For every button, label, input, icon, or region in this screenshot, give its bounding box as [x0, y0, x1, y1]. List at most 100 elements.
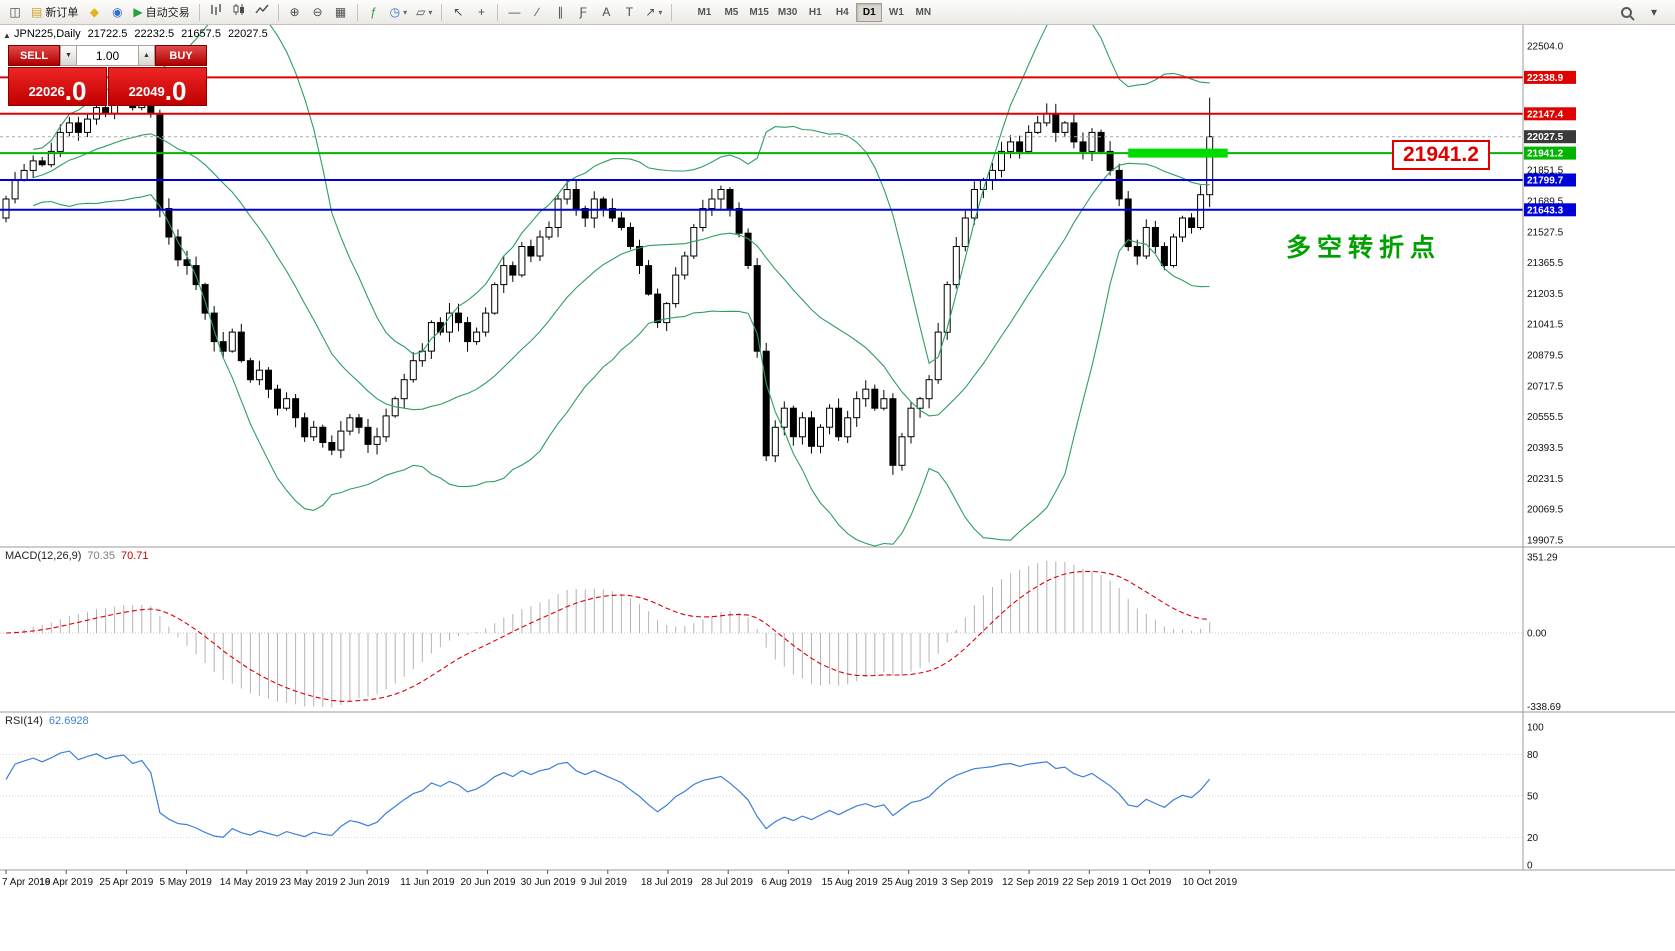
svg-text:2 Jun 2019: 2 Jun 2019	[340, 877, 390, 888]
sell-price-int: 22026	[28, 84, 65, 99]
buy-button[interactable]: BUY	[155, 45, 207, 66]
pivot-price-label[interactable]: 21941.2	[1392, 140, 1490, 170]
cursor-icon: ↖	[453, 5, 464, 19]
ohlc-close: 22027.5	[227, 28, 268, 40]
svg-text:19907.5: 19907.5	[1527, 536, 1564, 547]
volume-input[interactable]	[77, 45, 138, 66]
templates-icon[interactable]: ▱ ▾	[412, 2, 436, 22]
rsi-panel	[0, 750, 1523, 838]
price-label-box-21799.7	[1524, 173, 1576, 187]
indicators-icon[interactable]: ƒ	[363, 2, 385, 22]
crosshair-icon[interactable]: +	[470, 2, 492, 22]
volume-decrease-button[interactable]: ▼	[60, 45, 77, 66]
tf-button-M15[interactable]: M15	[749, 6, 769, 18]
new-chart-icon[interactable]: ◫	[4, 2, 26, 22]
sell-price-button[interactable]: 22026 .0	[8, 67, 107, 106]
templates-icon: ▱	[416, 5, 426, 19]
macd-main-value: 70.35	[87, 550, 115, 562]
timeframe-toolbar: M1 M5 M15 M30 H1 H4 D1 W1 MN	[691, 2, 936, 22]
equidistant-channel-icon[interactable]: ∥	[549, 2, 571, 22]
rsi-line	[5, 750, 1211, 838]
text-icon[interactable]: A	[595, 2, 617, 22]
tf-button-MN[interactable]: MN	[915, 6, 932, 18]
text-label-icon[interactable]: T	[618, 2, 640, 22]
periods-icon[interactable]: ◷ ▾	[386, 2, 412, 22]
line-chart-mode-icon[interactable]	[251, 2, 273, 22]
cursor-icon[interactable]: ↖	[447, 2, 469, 22]
macd-header: MACD(12,26,9) 70.35 70.71	[5, 550, 148, 562]
price-label-box-22338.9	[1524, 70, 1576, 84]
tf-button-H4[interactable]: H4	[835, 6, 849, 18]
search-icon[interactable]	[1615, 2, 1637, 22]
svg-text:15 Aug 2019: 15 Aug 2019	[822, 877, 879, 888]
svg-text:20717.5: 20717.5	[1527, 381, 1564, 392]
metaeditor-icon[interactable]: ◆	[83, 2, 105, 22]
svg-text:25 Apr 2019: 25 Apr 2019	[99, 877, 153, 888]
price-axis[interactable]: 22504.0 21851.5 21689.5 21527.5 21365.5 21203…	[1524, 42, 1576, 872]
candle-chart-mode-icon[interactable]	[228, 2, 250, 22]
tf-button-H1[interactable]: H1	[808, 6, 822, 18]
line-chart-mode-icon	[255, 3, 269, 21]
tf-button-D1[interactable]: D1	[856, 2, 883, 22]
svg-text:22338.9: 22338.9	[1527, 73, 1564, 84]
toolbar-right-icons: ▾	[1615, 2, 1665, 22]
autotrading-button[interactable]: ▶ 自动交易	[129, 2, 193, 22]
new-order-button[interactable]: ▤ 新订单	[27, 2, 82, 22]
chevron-down-icon: ▾	[658, 7, 663, 17]
svg-text:22027.5: 22027.5	[1527, 132, 1564, 143]
community-icon[interactable]: ◉	[106, 2, 128, 22]
symbol-ohlc-line: JPN225,Daily 21722.5 22232.5 21657.5 220…	[14, 28, 268, 40]
svg-text:25 Aug 2019: 25 Aug 2019	[882, 877, 939, 888]
pivot-highlight-bar[interactable]	[1128, 148, 1228, 158]
fibonacci-icon[interactable]: Ƒ	[572, 2, 594, 22]
bar-chart-mode-icon[interactable]	[205, 2, 227, 22]
tf-button-M30[interactable]: M30	[777, 6, 798, 18]
svg-text:20393.5: 20393.5	[1527, 443, 1564, 454]
zoom-in-icon: ⊕	[289, 5, 300, 19]
sell-button[interactable]: SELL	[8, 45, 60, 66]
tf-button-M5[interactable]: M5	[724, 6, 739, 18]
pivot-note-text[interactable]: 多空转折点	[1286, 234, 1442, 262]
sell-price-dec: .0	[64, 76, 87, 107]
svg-text:21799.7: 21799.7	[1527, 176, 1564, 187]
svg-text:1 Oct 2019: 1 Oct 2019	[1123, 877, 1172, 888]
arrows-icon: ↗	[645, 5, 656, 19]
horizontal-line-icon[interactable]: —	[503, 2, 525, 22]
arrows-icon[interactable]: ↗ ▾	[641, 2, 666, 22]
zoom-in-icon[interactable]: ⊕	[284, 2, 306, 22]
rsi-value: 62.6928	[48, 715, 89, 727]
toolbar-separator	[671, 3, 673, 21]
svg-text:14 May 2019: 14 May 2019	[220, 877, 278, 888]
tile-windows-icon[interactable]: ▦	[330, 2, 352, 22]
toolbar-overflow-icon[interactable]: ▾	[1643, 2, 1665, 22]
volume-increase-button[interactable]: ▲	[138, 45, 155, 66]
tf-button-W1[interactable]: W1	[888, 6, 904, 18]
svg-text:16 Apr 2019: 16 Apr 2019	[39, 877, 93, 888]
bollinger-middle-band	[33, 133, 1210, 417]
toolbar-separator	[277, 3, 279, 21]
price-label-box-21643.3	[1524, 203, 1576, 217]
one-click-trading-panel: SELL ▼ ▲ BUY 22026 .0 22049 .0	[8, 45, 207, 106]
panel-separators	[0, 25, 1675, 871]
buy-price-button[interactable]: 22049 .0	[108, 67, 207, 106]
svg-text:351.29: 351.29	[1527, 553, 1558, 564]
tf-button-M1[interactable]: M1	[697, 6, 712, 18]
toolbar: ◫ ▤ 新订单 ◆ ◉ ▶ 自动交易 ⊕ ⊖ ▦ ƒ ◷ ▾ ▱ ▾ ↖ + — ∕ ∥ Ƒ A T ↗ ▾ M1 M5 M15 M3…	[0, 0, 1675, 25]
toolbar-overflow-glyph-icon: ▾	[1650, 5, 1658, 19]
new-chart-icon: ◫	[9, 5, 21, 19]
trendline-icon[interactable]: ∕	[526, 2, 548, 22]
trendline-icon: ∕	[536, 5, 539, 19]
zoom-out-icon[interactable]: ⊖	[307, 2, 329, 22]
one-click-collapse-icon[interactable]: ▲	[3, 31, 11, 40]
svg-text:10 Oct 2019: 10 Oct 2019	[1183, 877, 1238, 888]
symbol-name: JPN225,Daily	[14, 28, 81, 40]
svg-text:22147.4: 22147.4	[1527, 109, 1564, 120]
equidistant-channel-icon: ∥	[557, 5, 564, 19]
indicators-icon: ƒ	[370, 5, 377, 19]
toolbar-separator	[356, 3, 358, 21]
bollinger-bands	[33, 25, 1210, 547]
ohlc-high: 22232.5	[134, 28, 175, 40]
level-lines	[0, 76, 1523, 211]
